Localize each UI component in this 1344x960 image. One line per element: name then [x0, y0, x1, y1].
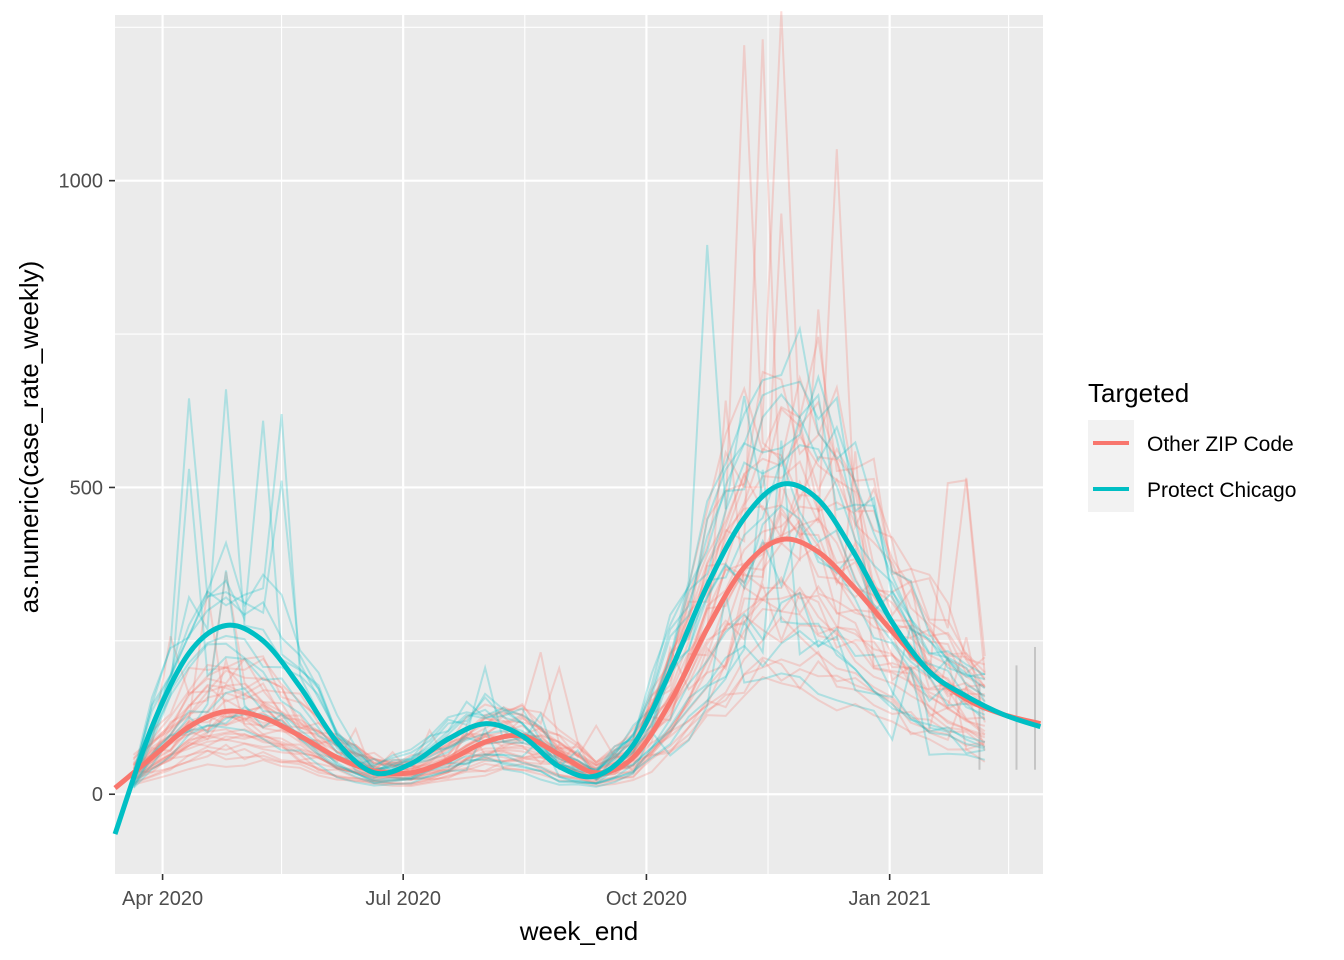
- zip-line-other: [132, 494, 986, 773]
- smooth-lines: [112, 481, 1042, 835]
- zip-line-other: [132, 370, 986, 766]
- zip-line-other: [133, 650, 986, 785]
- zip-line-other: [133, 658, 985, 786]
- zip-line-other: [132, 400, 986, 767]
- y-tick-label: 500: [70, 477, 103, 499]
- smooth-line-other: [113, 536, 1042, 791]
- zip-line-other: [132, 542, 986, 777]
- zip-line-protect: [132, 591, 986, 786]
- zip-line-protect: [132, 440, 986, 787]
- zip-line-other: [132, 419, 986, 770]
- legend-label-protect: Protect Chicago: [1147, 479, 1296, 502]
- plot-panel: [115, 15, 1043, 874]
- minor-gridlines: [115, 15, 1043, 874]
- major-gridlines: [115, 15, 1043, 874]
- zip-line-other: [132, 39, 986, 770]
- x-tick-label: Oct 2020: [606, 888, 687, 910]
- zip-line-other: [132, 336, 986, 767]
- zip-line-other: [132, 400, 985, 775]
- x-axis: Apr 2020 Jul 2020 Oct 2020 Jan 2021: [122, 874, 931, 910]
- zip-line-protect: [132, 393, 986, 775]
- x-axis-title: week_end: [519, 916, 639, 946]
- zip-line-other: [132, 11, 986, 767]
- zip-line-other: [132, 434, 986, 771]
- zip-line-other: [133, 675, 986, 788]
- legend-title: Targeted: [1088, 378, 1189, 408]
- x-tick-label: Jul 2020: [365, 888, 441, 910]
- zip-line-other: [133, 459, 985, 773]
- zip-line-other: [132, 309, 986, 776]
- legend: Targeted Other ZIP Code Protect Chicago: [1088, 378, 1296, 512]
- zip-line-other: [132, 506, 986, 774]
- zip-line-protect: [132, 469, 986, 787]
- zip-line-protect: [132, 244, 986, 779]
- y-tick-label: 1000: [59, 171, 104, 193]
- zip-line-other: [133, 656, 986, 785]
- y-axis-title: as.numeric(case_rate_weekly): [14, 261, 44, 614]
- zip-line-other: [133, 613, 986, 782]
- zip-line-other: [132, 447, 986, 770]
- smooth-line-protect: [112, 481, 1042, 835]
- x-tick-label: Apr 2020: [122, 888, 203, 910]
- zip-line-other: [132, 518, 986, 776]
- zip-line-other: [133, 575, 986, 780]
- y-axis: 0 500 1000: [59, 171, 115, 806]
- y-tick-label: 0: [92, 784, 103, 806]
- x-tick-label: Jan 2021: [849, 888, 931, 910]
- zip-line-other: [132, 45, 986, 764]
- zip-line-protect: [132, 593, 986, 789]
- legend-label-other: Other ZIP Code: [1147, 433, 1294, 456]
